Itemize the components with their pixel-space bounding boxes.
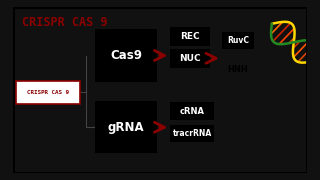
Text: tracrRNA: tracrRNA [173,129,212,138]
FancyBboxPatch shape [222,32,254,49]
FancyBboxPatch shape [16,81,80,103]
FancyBboxPatch shape [95,29,157,82]
Text: RuvC: RuvC [227,36,249,45]
Text: CRISPR CAS 9: CRISPR CAS 9 [27,90,69,94]
Text: NUC: NUC [180,54,201,63]
FancyBboxPatch shape [95,101,157,154]
Text: CRISPR CAS 9: CRISPR CAS 9 [22,16,107,29]
FancyBboxPatch shape [170,49,210,68]
Text: REC: REC [180,32,200,41]
FancyBboxPatch shape [170,26,210,46]
Text: Cas9: Cas9 [110,49,142,62]
Text: gRNA: gRNA [108,121,144,134]
Text: HNH: HNH [228,65,248,74]
FancyBboxPatch shape [170,125,214,142]
Text: cRNA: cRNA [180,107,205,116]
FancyBboxPatch shape [170,102,214,120]
